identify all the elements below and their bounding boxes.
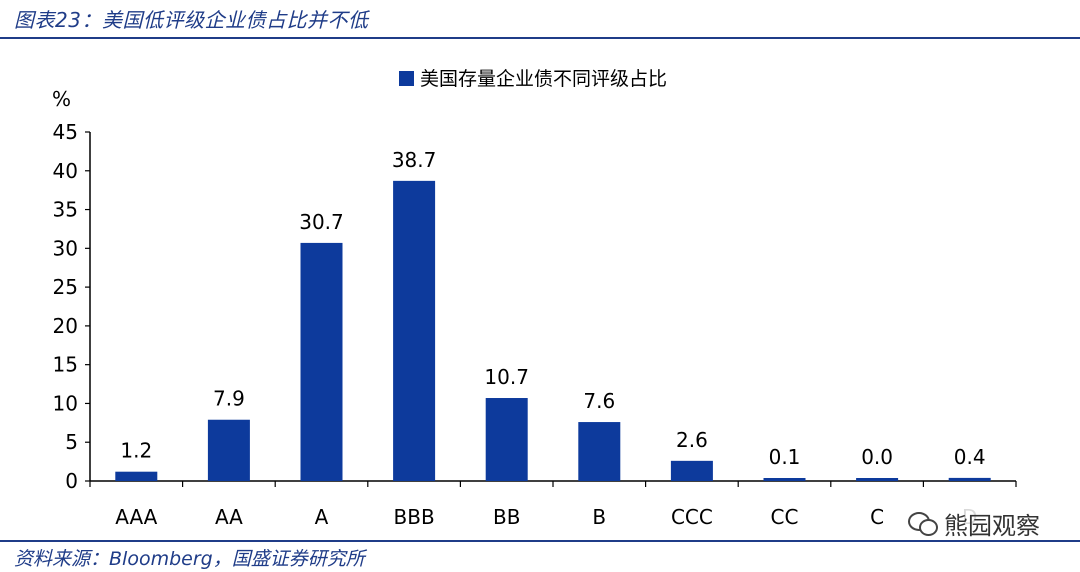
title-divider [0,37,1080,39]
y-tick-label: 30 [53,236,78,260]
bar [670,460,713,481]
y-tick-label: 5 [65,430,78,454]
x-axis: AAAAAABBBBBBCCCCCCD [89,480,1017,529]
x-tick-label: BB [493,505,520,529]
bar-value-label: 30.7 [299,210,344,234]
source-divider [0,540,1080,542]
bar-value-label: 1.2 [120,439,152,463]
x-tick-label: CCC [671,505,713,529]
bar [763,478,806,481]
y-tick-label: 35 [53,198,78,222]
figure-title: 图表23：美国低评级企业债占比并不低 [14,8,369,32]
bar [948,477,991,481]
bar-value-label: 7.9 [213,387,245,411]
y-tick-label: 20 [53,314,78,338]
bars: 1.2 7.9 30.7 38.7 10.7 7.6 2.6 0.1 0.0 0.4 [115,148,991,482]
source-note: 资料来源：Bloomberg，国盛证券研究所 [14,548,365,570]
legend-label: 美国存量企业债不同评级占比 [420,68,667,90]
bar-value-label: 2.6 [676,428,708,452]
x-tick-label: B [592,505,606,529]
legend: 美国存量企业债不同评级占比 [399,68,667,90]
y-tick-label: 15 [53,353,78,377]
bar [300,242,343,481]
y-tick-label: 40 [53,159,78,183]
bar-value-label: 10.7 [484,365,529,389]
bar [856,478,899,481]
bar [115,471,158,481]
bar-value-label: 7.6 [583,389,615,413]
y-tick-label: 45 [53,120,78,144]
bar-value-label: 0.1 [769,445,801,469]
wechat-icon [908,510,938,536]
bar-value-label: 38.7 [392,148,437,172]
watermark: 熊园观察 [904,508,1044,540]
x-tick-label: BBB [394,505,435,529]
y-axis-unit-label: % [52,87,71,111]
bar-value-label: 0.0 [861,445,893,469]
bar [393,180,436,482]
bar [207,419,250,481]
bar-value-label: 0.4 [954,445,986,469]
bar [485,398,528,481]
x-tick-label: C [870,505,884,529]
legend-swatch [399,71,414,86]
y-tick-label: 25 [53,275,78,299]
x-tick-label: A [315,505,329,529]
x-tick-label: AA [215,505,243,529]
bar [578,422,621,481]
y-axis: 0 5 10 15 20 25 30 35 40 45 [53,120,91,493]
x-tick-label: AAA [115,505,157,529]
x-tick-label: CC [771,505,799,529]
y-tick-label: 0 [65,469,78,493]
watermark-text: 熊园观察 [944,511,1040,540]
y-tick-label: 10 [53,391,78,415]
